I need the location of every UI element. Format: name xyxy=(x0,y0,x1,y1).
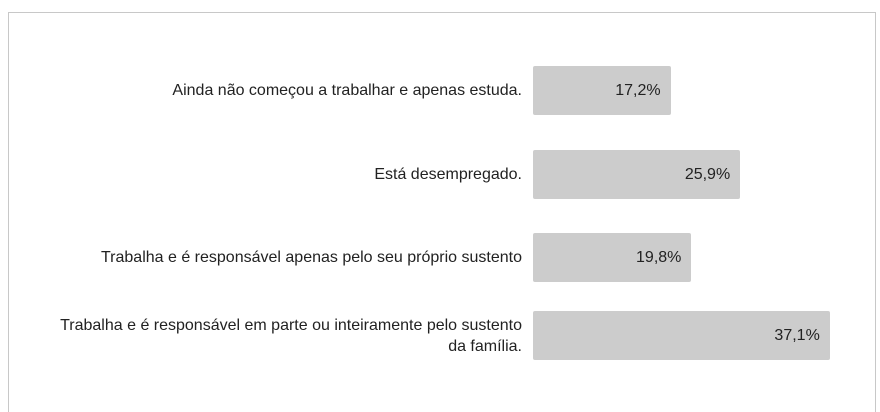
value-label: 19,8% xyxy=(636,249,682,266)
value-label: 25,9% xyxy=(684,166,731,183)
chart-frame xyxy=(8,12,876,412)
bar xyxy=(533,66,671,115)
category-label: Trabalha e é responsável apenas pelo seu… xyxy=(100,249,522,266)
category-label: Está desempregado. xyxy=(374,166,522,183)
bar xyxy=(533,150,741,199)
category-label: Ainda não começou a trabalhar e apenas e… xyxy=(172,82,522,99)
bar xyxy=(533,311,830,360)
bar xyxy=(533,233,692,282)
value-label: 17,2% xyxy=(615,82,661,99)
value-label: 37,1% xyxy=(774,327,820,344)
category-label: Trabalha e é responsável em parte ou int… xyxy=(60,316,522,355)
